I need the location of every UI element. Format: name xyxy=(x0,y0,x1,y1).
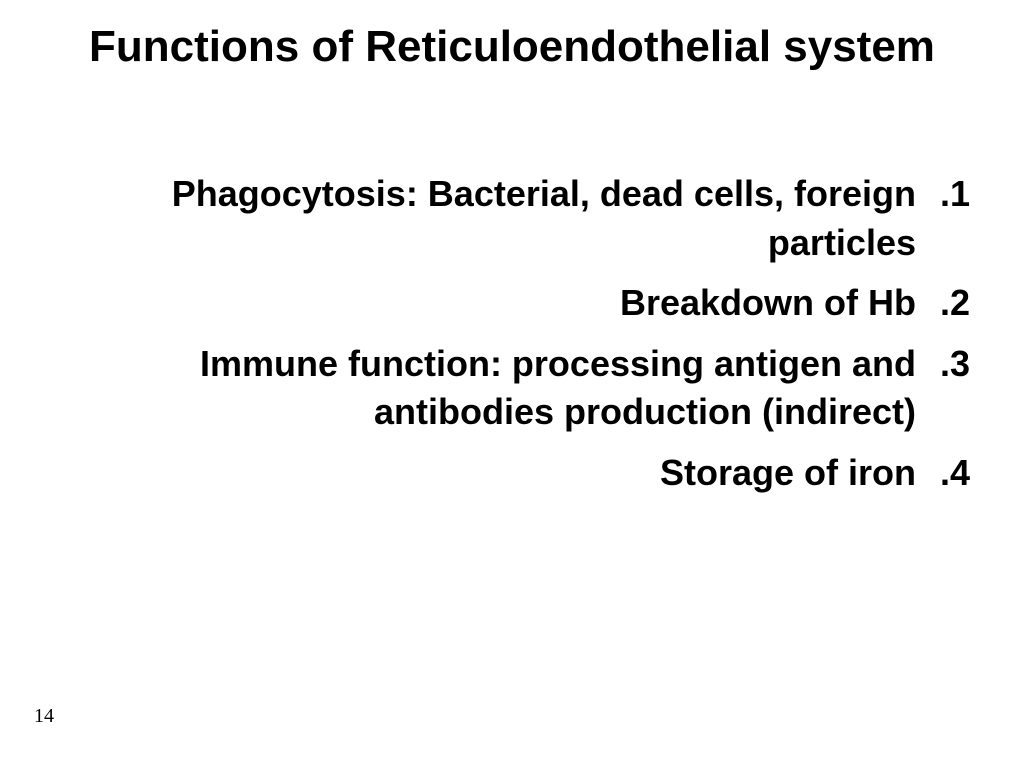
list-text: Immune function: processing antigen and … xyxy=(40,340,916,437)
list-text: Phagocytosis: Bacterial, dead cells, for… xyxy=(40,170,916,267)
list-number: .4 xyxy=(916,449,970,498)
slide: Functions of Reticuloendothelial system … xyxy=(0,0,1024,768)
list-item: .4 Storage of iron xyxy=(40,449,984,498)
list-number: .2 xyxy=(916,279,970,328)
page-number: 14 xyxy=(34,705,54,728)
list-text: Storage of iron xyxy=(40,449,916,498)
list-item: .3 Immune function: processing antigen a… xyxy=(40,340,984,437)
function-list: .1 Phagocytosis: Bacterial, dead cells, … xyxy=(40,170,984,510)
list-text: Breakdown of Hb xyxy=(40,279,916,328)
list-item: .1 Phagocytosis: Bacterial, dead cells, … xyxy=(40,170,984,267)
slide-title: Functions of Reticuloendothelial system xyxy=(0,22,1024,73)
list-number: .1 xyxy=(916,170,970,219)
list-item: .2 Breakdown of Hb xyxy=(40,279,984,328)
list-number: .3 xyxy=(916,340,970,389)
